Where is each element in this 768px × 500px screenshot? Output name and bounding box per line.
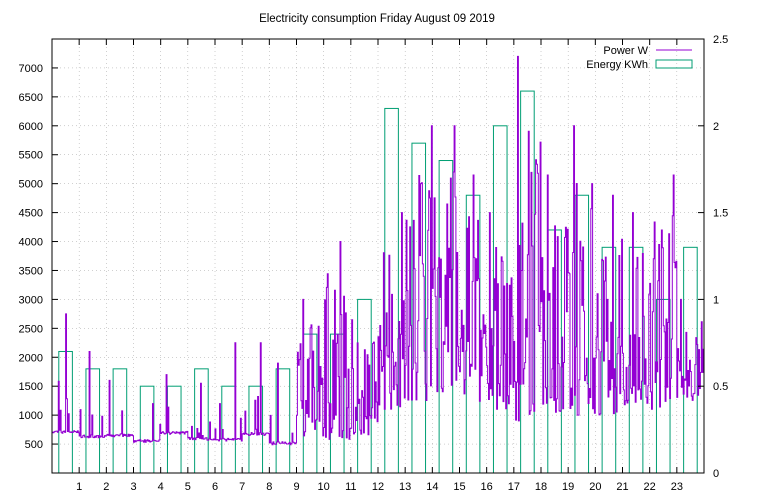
x-tick-label: 13 xyxy=(399,481,411,493)
legend-label-power: Power W xyxy=(603,45,648,57)
x-tick-label: 4 xyxy=(158,481,164,493)
x-tick-label: 14 xyxy=(426,481,438,493)
y2-tick-label: 1 xyxy=(713,294,719,306)
x-tick-label: 12 xyxy=(372,481,384,493)
x-tick-label: 5 xyxy=(185,481,191,493)
x-tick-label: 16 xyxy=(481,481,493,493)
y-tick-label: 4500 xyxy=(19,208,43,220)
power-line xyxy=(52,55,704,446)
legend-label-energy: Energy KWh xyxy=(586,59,648,71)
y-tick-label: 3000 xyxy=(19,294,43,306)
energy-bar xyxy=(112,368,128,474)
y-tick-label: 5000 xyxy=(19,179,43,191)
y-tick-label: 6000 xyxy=(19,121,43,133)
chart-title: Electricity consumption Friday August 09… xyxy=(259,13,495,25)
y2-tick-label: 1.5 xyxy=(713,208,728,220)
x-tick-label: 11 xyxy=(345,481,356,493)
x-tick-label: 6 xyxy=(212,481,218,493)
y-tick-label: 5500 xyxy=(19,150,43,162)
x-tick-label: 8 xyxy=(266,481,272,493)
y-tick-label: 4000 xyxy=(19,237,43,249)
energy-bar xyxy=(384,107,399,474)
x-tick-label: 7 xyxy=(239,481,245,493)
axes: 500 1000 1500 2000 2500 3000 3500 4000 4500 5000 5… xyxy=(19,34,729,493)
energy-bar xyxy=(221,385,236,474)
x-tick-label: 3 xyxy=(130,481,136,493)
y2-tick-label: 0 xyxy=(713,468,719,480)
y-tick-label: 7000 xyxy=(19,63,43,75)
x-tick-label: 22 xyxy=(644,481,656,493)
x-tick-label: 19 xyxy=(562,481,574,493)
x-tick-label: 21 xyxy=(616,481,628,493)
y2-tick-label: 2.5 xyxy=(713,34,728,46)
legend-swatch-energy xyxy=(655,59,693,69)
x-tick-label: 20 xyxy=(589,481,601,493)
y2-tick-label: 0.5 xyxy=(713,381,728,393)
y-tick-label: 2000 xyxy=(19,352,43,364)
x-tick-label: 9 xyxy=(293,481,299,493)
legend: Power W Energy KWh xyxy=(586,45,693,71)
x-tick-label: 2 xyxy=(103,481,109,493)
y2-tick-label: 2 xyxy=(713,121,719,133)
x-tick-label: 18 xyxy=(535,481,547,493)
y-tick-label: 1000 xyxy=(19,410,43,422)
energy-bar xyxy=(166,385,182,474)
y-tick-label: 3500 xyxy=(19,265,43,277)
x-tick-label: 15 xyxy=(453,481,465,493)
x-tick-label: 1 xyxy=(76,481,82,493)
y-tick-label: 500 xyxy=(25,439,43,451)
power-series xyxy=(52,55,704,446)
energy-bar xyxy=(139,385,155,474)
x-tick-label: 23 xyxy=(671,481,683,493)
x-tick-label: 10 xyxy=(318,481,330,493)
y-tick-label: 1500 xyxy=(19,381,43,393)
y-tick-label: 6500 xyxy=(19,92,43,104)
x-tick-label: 17 xyxy=(508,481,520,493)
y-tick-label: 2500 xyxy=(19,323,43,335)
